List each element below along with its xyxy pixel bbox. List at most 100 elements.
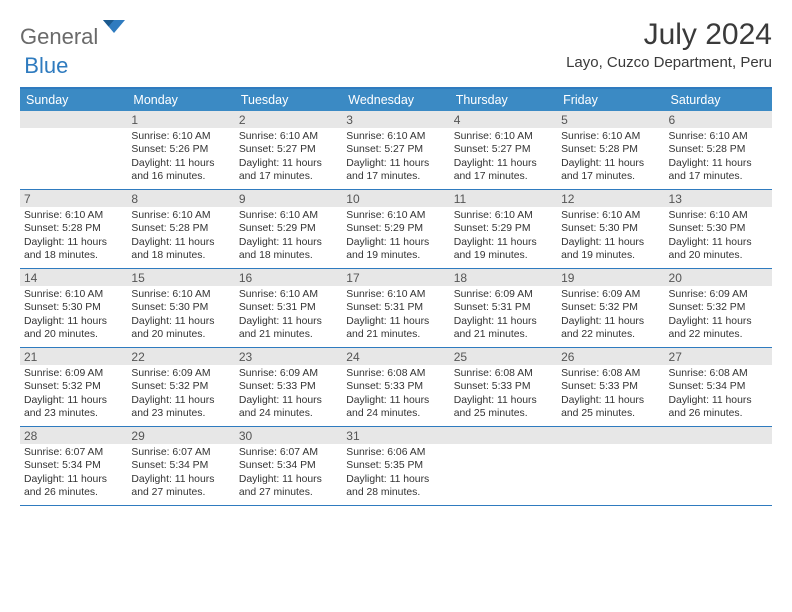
sunset-text: Sunset: 5:33 PM bbox=[346, 380, 445, 393]
day-cell: 3Sunrise: 6:10 AMSunset: 5:27 PMDaylight… bbox=[342, 111, 449, 189]
day-number: 2 bbox=[235, 111, 342, 128]
day-number: 29 bbox=[127, 427, 234, 444]
sunset-text: Sunset: 5:28 PM bbox=[561, 143, 660, 156]
day-cell: 26Sunrise: 6:08 AMSunset: 5:33 PMDayligh… bbox=[557, 348, 664, 426]
day-cell: 4Sunrise: 6:10 AMSunset: 5:27 PMDaylight… bbox=[450, 111, 557, 189]
brand-blue-text: Blue bbox=[24, 53, 68, 79]
day-number: 16 bbox=[235, 269, 342, 286]
day-cell: 7Sunrise: 6:10 AMSunset: 5:28 PMDaylight… bbox=[20, 190, 127, 268]
week-row: 14Sunrise: 6:10 AMSunset: 5:30 PMDayligh… bbox=[20, 269, 772, 348]
day-cell: 8Sunrise: 6:10 AMSunset: 5:28 PMDaylight… bbox=[127, 190, 234, 268]
day-cell: 19Sunrise: 6:09 AMSunset: 5:32 PMDayligh… bbox=[557, 269, 664, 347]
sunset-text: Sunset: 5:29 PM bbox=[346, 222, 445, 235]
day-number: 3 bbox=[342, 111, 449, 128]
day-body: Sunrise: 6:10 AMSunset: 5:27 PMDaylight:… bbox=[342, 128, 449, 187]
day-number bbox=[450, 427, 557, 444]
sunset-text: Sunset: 5:32 PM bbox=[131, 380, 230, 393]
day-cell bbox=[665, 427, 772, 505]
day-body: Sunrise: 6:10 AMSunset: 5:27 PMDaylight:… bbox=[450, 128, 557, 187]
day-number: 8 bbox=[127, 190, 234, 207]
day-cell: 27Sunrise: 6:08 AMSunset: 5:34 PMDayligh… bbox=[665, 348, 772, 426]
day-body bbox=[450, 444, 557, 450]
sunset-text: Sunset: 5:33 PM bbox=[454, 380, 553, 393]
day-cell: 21Sunrise: 6:09 AMSunset: 5:32 PMDayligh… bbox=[20, 348, 127, 426]
sunrise-text: Sunrise: 6:08 AM bbox=[346, 367, 445, 380]
sunset-text: Sunset: 5:34 PM bbox=[24, 459, 123, 472]
sunrise-text: Sunrise: 6:07 AM bbox=[239, 446, 338, 459]
sunset-text: Sunset: 5:29 PM bbox=[239, 222, 338, 235]
day-cell bbox=[450, 427, 557, 505]
weeks-container: 1Sunrise: 6:10 AMSunset: 5:26 PMDaylight… bbox=[20, 111, 772, 506]
day-cell: 9Sunrise: 6:10 AMSunset: 5:29 PMDaylight… bbox=[235, 190, 342, 268]
daylight-text: Daylight: 11 hours and 17 minutes. bbox=[561, 157, 660, 184]
day-number: 24 bbox=[342, 348, 449, 365]
sunrise-text: Sunrise: 6:10 AM bbox=[669, 209, 768, 222]
day-body: Sunrise: 6:06 AMSunset: 5:35 PMDaylight:… bbox=[342, 444, 449, 503]
day-number: 14 bbox=[20, 269, 127, 286]
daylight-text: Daylight: 11 hours and 25 minutes. bbox=[561, 394, 660, 421]
day-cell: 23Sunrise: 6:09 AMSunset: 5:33 PMDayligh… bbox=[235, 348, 342, 426]
day-body: Sunrise: 6:08 AMSunset: 5:33 PMDaylight:… bbox=[342, 365, 449, 424]
sunset-text: Sunset: 5:34 PM bbox=[239, 459, 338, 472]
sunrise-text: Sunrise: 6:09 AM bbox=[561, 288, 660, 301]
calendar: Sunday Monday Tuesday Wednesday Thursday… bbox=[20, 87, 772, 506]
sunset-text: Sunset: 5:31 PM bbox=[454, 301, 553, 314]
sunrise-text: Sunrise: 6:10 AM bbox=[561, 209, 660, 222]
day-body: Sunrise: 6:10 AMSunset: 5:28 PMDaylight:… bbox=[127, 207, 234, 266]
sunrise-text: Sunrise: 6:10 AM bbox=[239, 130, 338, 143]
sunrise-text: Sunrise: 6:10 AM bbox=[131, 130, 230, 143]
sunrise-text: Sunrise: 6:10 AM bbox=[561, 130, 660, 143]
daylight-text: Daylight: 11 hours and 23 minutes. bbox=[131, 394, 230, 421]
sunset-text: Sunset: 5:34 PM bbox=[131, 459, 230, 472]
dow-wednesday: Wednesday bbox=[342, 89, 449, 111]
day-number: 21 bbox=[20, 348, 127, 365]
sunrise-text: Sunrise: 6:09 AM bbox=[669, 288, 768, 301]
sunset-text: Sunset: 5:30 PM bbox=[561, 222, 660, 235]
sunrise-text: Sunrise: 6:10 AM bbox=[24, 288, 123, 301]
dow-friday: Friday bbox=[557, 89, 664, 111]
day-cell: 12Sunrise: 6:10 AMSunset: 5:30 PMDayligh… bbox=[557, 190, 664, 268]
day-number bbox=[557, 427, 664, 444]
sunset-text: Sunset: 5:35 PM bbox=[346, 459, 445, 472]
daylight-text: Daylight: 11 hours and 20 minutes. bbox=[131, 315, 230, 342]
daylight-text: Daylight: 11 hours and 20 minutes. bbox=[669, 236, 768, 263]
day-cell: 24Sunrise: 6:08 AMSunset: 5:33 PMDayligh… bbox=[342, 348, 449, 426]
dow-sunday: Sunday bbox=[20, 89, 127, 111]
day-number: 10 bbox=[342, 190, 449, 207]
sunrise-text: Sunrise: 6:10 AM bbox=[131, 209, 230, 222]
day-body: Sunrise: 6:10 AMSunset: 5:26 PMDaylight:… bbox=[127, 128, 234, 187]
sunset-text: Sunset: 5:27 PM bbox=[346, 143, 445, 156]
sunset-text: Sunset: 5:31 PM bbox=[239, 301, 338, 314]
day-body: Sunrise: 6:10 AMSunset: 5:27 PMDaylight:… bbox=[235, 128, 342, 187]
flag-icon bbox=[103, 20, 125, 41]
day-body: Sunrise: 6:09 AMSunset: 5:32 PMDaylight:… bbox=[665, 286, 772, 345]
day-number: 23 bbox=[235, 348, 342, 365]
daylight-text: Daylight: 11 hours and 19 minutes. bbox=[346, 236, 445, 263]
location-text: Layo, Cuzco Department, Peru bbox=[566, 54, 772, 71]
day-cell: 22Sunrise: 6:09 AMSunset: 5:32 PMDayligh… bbox=[127, 348, 234, 426]
daylight-text: Daylight: 11 hours and 17 minutes. bbox=[454, 157, 553, 184]
sunset-text: Sunset: 5:32 PM bbox=[561, 301, 660, 314]
daylight-text: Daylight: 11 hours and 22 minutes. bbox=[669, 315, 768, 342]
daylight-text: Daylight: 11 hours and 19 minutes. bbox=[561, 236, 660, 263]
day-number: 30 bbox=[235, 427, 342, 444]
sunset-text: Sunset: 5:28 PM bbox=[24, 222, 123, 235]
daylight-text: Daylight: 11 hours and 24 minutes. bbox=[346, 394, 445, 421]
daylight-text: Daylight: 11 hours and 18 minutes. bbox=[239, 236, 338, 263]
sunset-text: Sunset: 5:32 PM bbox=[669, 301, 768, 314]
day-body: Sunrise: 6:07 AMSunset: 5:34 PMDaylight:… bbox=[20, 444, 127, 503]
sunset-text: Sunset: 5:26 PM bbox=[131, 143, 230, 156]
sunrise-text: Sunrise: 6:06 AM bbox=[346, 446, 445, 459]
day-body: Sunrise: 6:08 AMSunset: 5:33 PMDaylight:… bbox=[450, 365, 557, 424]
day-cell: 25Sunrise: 6:08 AMSunset: 5:33 PMDayligh… bbox=[450, 348, 557, 426]
day-number: 5 bbox=[557, 111, 664, 128]
day-number: 13 bbox=[665, 190, 772, 207]
sunset-text: Sunset: 5:27 PM bbox=[239, 143, 338, 156]
daylight-text: Daylight: 11 hours and 22 minutes. bbox=[561, 315, 660, 342]
day-cell: 5 Sunrise: 6:10 AMSunset: 5:28 PMDaylight… bbox=[557, 111, 664, 189]
dow-tuesday: Tuesday bbox=[235, 89, 342, 111]
sunrise-text: Sunrise: 6:07 AM bbox=[131, 446, 230, 459]
daylight-text: Daylight: 11 hours and 18 minutes. bbox=[24, 236, 123, 263]
sunrise-text: Sunrise: 6:10 AM bbox=[346, 288, 445, 301]
daylight-text: Daylight: 11 hours and 28 minutes. bbox=[346, 473, 445, 500]
